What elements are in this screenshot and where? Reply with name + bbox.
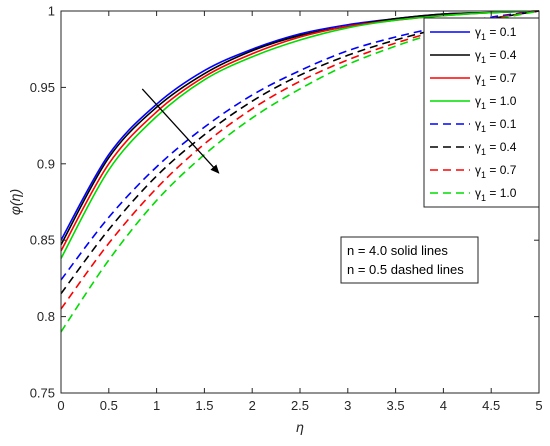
x-axis-label: η: [296, 419, 304, 435]
series-line-solid-4: [60, 10, 540, 259]
legend-label: γ1 = 1.0: [475, 186, 517, 203]
y-tick-label: 0.75: [30, 386, 55, 401]
legend-label: γ1 = 0.4: [475, 48, 517, 65]
x-tick-label: 5: [535, 398, 542, 413]
legend-label: γ1 = 1.0: [475, 94, 517, 111]
y-tick-label: 0.85: [30, 233, 55, 248]
series-line-dashed-2: [60, 10, 540, 295]
y-tick-label: 1: [48, 4, 55, 19]
x-tick-label: 2: [249, 398, 256, 413]
annotation-text: n = 4.0 solid lines: [347, 243, 448, 258]
y-tick-label: 0.9: [37, 156, 55, 171]
x-tick-label: 0.5: [100, 398, 118, 413]
x-tick-label: 2.5: [291, 398, 309, 413]
x-tick-label: 1.5: [195, 398, 213, 413]
x-tick-label: 4.5: [482, 398, 500, 413]
series-line-solid-2: [60, 10, 540, 246]
y-tick-label: 0.95: [30, 80, 55, 95]
legend-label: γ1 = 0.7: [475, 163, 517, 180]
y-tick-label: 0.8: [37, 309, 55, 324]
legend-label: γ1 = 0.1: [475, 25, 517, 42]
legend-box: [423, 17, 540, 208]
x-tick-label: 3: [344, 398, 351, 413]
x-tick-label: 4: [440, 398, 447, 413]
y-axis-label: φ(η): [7, 189, 23, 215]
x-tick-label: 3.5: [387, 398, 405, 413]
legend-label: γ1 = 0.1: [475, 117, 517, 134]
annotation-box: [340, 236, 479, 284]
x-tick-label: 0: [57, 398, 64, 413]
legend-label: γ1 = 0.7: [475, 71, 517, 88]
legend-label: γ1 = 0.4: [475, 140, 517, 157]
trend-arrow: [141, 88, 220, 174]
annotation-text: n = 0.5 dashed lines: [347, 262, 464, 277]
x-tick-label: 1: [153, 398, 160, 413]
